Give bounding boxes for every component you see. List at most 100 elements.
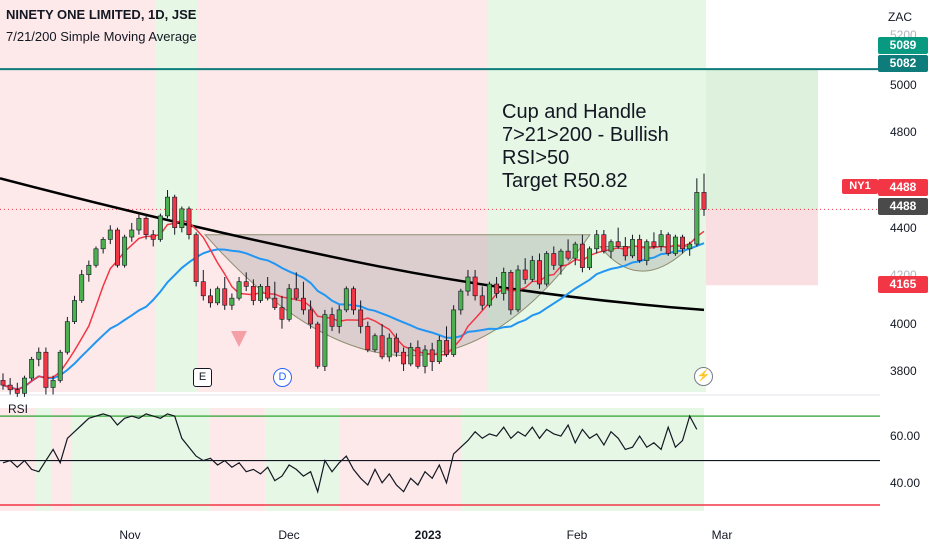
candle-body: [494, 283, 500, 294]
candle-body: [86, 264, 92, 275]
price-tick-4800: 4800: [890, 125, 917, 139]
candle-body: [694, 192, 700, 245]
candle-body: [565, 250, 571, 259]
candle-body: [630, 239, 635, 257]
sell-signal-arrow: [231, 331, 247, 347]
candle-body: [64, 321, 70, 353]
candle-body: [29, 358, 35, 379]
x-tick-dec: Dec: [278, 528, 300, 542]
candle-body: [358, 309, 364, 327]
rsi-band-2: [52, 408, 72, 511]
candle-body: [107, 229, 113, 240]
regime-band-3: [487, 0, 706, 392]
candle-body: [415, 347, 421, 367]
candle-body: [286, 288, 292, 320]
candle-body: [508, 271, 514, 311]
x-tick-2023: 2023: [414, 528, 442, 542]
candle-body: [200, 281, 206, 297]
candle-body: [172, 196, 178, 228]
candle-body: [651, 241, 657, 247]
candle-body: [351, 288, 356, 311]
candle-body: [100, 239, 106, 250]
candle-body: [372, 335, 378, 351]
candle-body: [308, 309, 314, 325]
candle-body: [14, 389, 20, 394]
candle-body: [136, 217, 142, 231]
candle-body: [207, 295, 213, 304]
candle-body: [429, 349, 435, 362]
candle-body: [336, 309, 342, 327]
candle-body: [322, 314, 328, 367]
stop-tag: 4165: [878, 276, 928, 293]
candle-body: [537, 260, 542, 285]
earnings-event-icon[interactable]: E: [193, 368, 212, 387]
candle-body: [157, 215, 163, 240]
candle-body: [365, 326, 371, 351]
candle-body: [544, 253, 550, 285]
candle-body: [243, 281, 249, 287]
x-tick-feb: Feb: [566, 528, 588, 542]
candle-body: [57, 351, 63, 381]
x-tick-nov: Nov: [119, 528, 141, 542]
candle-body: [165, 196, 170, 217]
candle-body: [472, 276, 478, 297]
candle-body: [393, 337, 399, 353]
candle-body: [701, 192, 707, 210]
candle-body: [501, 271, 507, 294]
candle-body: [587, 248, 592, 268]
candle-body: [22, 377, 27, 394]
candle-body: [401, 351, 407, 365]
chart-title: NINETY ONE LIMITED, 1D, JSE: [6, 7, 197, 22]
candle-body: [436, 340, 442, 362]
candle-body: [93, 248, 99, 266]
candle-body: [143, 217, 149, 236]
candle-body: [579, 243, 585, 268]
candle-body: [258, 286, 263, 301]
candle-body: [386, 337, 392, 358]
regime-band-0: [0, 0, 155, 392]
target-low-tag: 5082: [878, 55, 928, 72]
rsi-band-6: [340, 408, 462, 511]
rsi-band-0: [0, 408, 35, 511]
rsi-band-4: [210, 408, 265, 511]
candle-body: [250, 286, 256, 301]
candle-body: [215, 288, 221, 304]
x-tick-mar: Mar: [711, 528, 733, 542]
rsi-band-7: [462, 408, 704, 511]
candle-body: [486, 283, 492, 306]
candle-body: [601, 234, 607, 252]
candle-body: [658, 234, 664, 247]
last-price-tag: 4488: [878, 179, 928, 196]
indicator-title: 7/21/200 Simple Moving Average: [6, 29, 197, 44]
candle-body: [479, 295, 485, 306]
price-tick-4400: 4400: [890, 221, 917, 235]
candle-body: [79, 274, 85, 301]
rsi-band-3: [72, 408, 210, 511]
annotation-line-4: Target R50.82: [502, 170, 628, 192]
candle-body: [72, 300, 77, 322]
rsi-band-5: [265, 408, 340, 511]
candle-body: [451, 309, 457, 355]
candle-body: [236, 281, 242, 299]
rsi-title: RSI: [8, 402, 29, 416]
dividend-event-icon[interactable]: D: [273, 368, 292, 387]
regime-band-1: [155, 0, 197, 392]
candle-body: [265, 286, 271, 299]
candle-body: [615, 241, 621, 247]
annotation-line-3: RSI>50: [502, 147, 570, 169]
candle-body: [186, 208, 192, 236]
candle-body: [315, 323, 321, 367]
price-tick-3800: 3800: [890, 364, 917, 378]
candle-body: [444, 340, 449, 355]
candle-body: [179, 208, 185, 228]
price-tick-5000: 5000: [890, 78, 917, 92]
candle-body: [551, 253, 557, 266]
candle-body: [594, 234, 600, 250]
candle-body: [272, 297, 278, 308]
candle-body: [637, 239, 643, 261]
candle-body: [343, 288, 349, 311]
candle-body: [329, 314, 335, 327]
split-event-icon[interactable]: ⚡: [694, 367, 713, 386]
